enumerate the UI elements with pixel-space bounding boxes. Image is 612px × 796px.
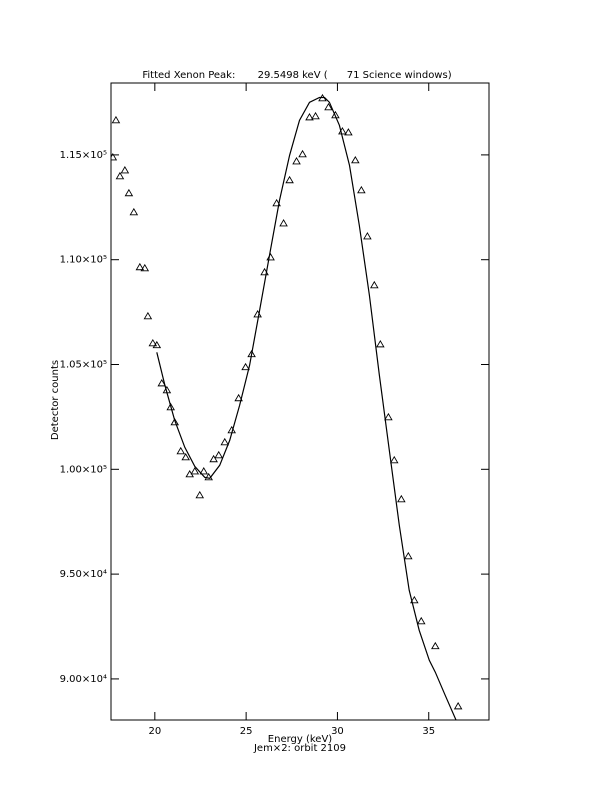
data-point bbox=[181, 452, 190, 461]
y-tick-label: 1.10×10⁵ bbox=[60, 255, 107, 266]
y-tick-label: 1.15×10⁵ bbox=[60, 150, 107, 161]
y-tick-label: 9.00×10⁴ bbox=[60, 674, 107, 685]
fit-line bbox=[156, 96, 457, 720]
data-point bbox=[453, 701, 463, 710]
data-point bbox=[170, 417, 180, 426]
x-tick-label: 25 bbox=[240, 726, 253, 737]
data-point bbox=[120, 166, 130, 174]
data-point bbox=[148, 338, 158, 347]
data-point bbox=[209, 454, 218, 463]
data-point bbox=[272, 198, 281, 207]
x-axis-label: Energy (keV) bbox=[268, 734, 333, 745]
data-point bbox=[416, 616, 426, 625]
data-point bbox=[363, 232, 372, 240]
data-point bbox=[152, 340, 162, 349]
x-tick-label: 30 bbox=[331, 726, 344, 737]
plot-area bbox=[111, 93, 463, 720]
subtitle: Jem×2: orbit 2109 bbox=[253, 743, 346, 754]
data-point bbox=[285, 175, 294, 184]
data-point bbox=[166, 402, 175, 411]
data-point bbox=[370, 280, 379, 289]
data-point bbox=[376, 339, 385, 348]
data-point bbox=[111, 115, 121, 124]
data-point bbox=[220, 437, 230, 446]
plot-frame bbox=[110, 82, 490, 721]
data-point bbox=[389, 455, 399, 464]
data-point bbox=[431, 641, 440, 650]
data-point bbox=[143, 311, 153, 320]
y-tick-label: 1.00×10⁵ bbox=[60, 464, 107, 475]
data-point bbox=[157, 378, 167, 387]
y-tick-label: 1.05×10⁵ bbox=[60, 360, 107, 371]
x-tick-label: 20 bbox=[148, 726, 161, 737]
data-point bbox=[298, 149, 307, 158]
data-point bbox=[129, 207, 139, 216]
data-point bbox=[397, 494, 406, 503]
data-point bbox=[311, 111, 320, 120]
data-point bbox=[305, 112, 314, 121]
y-tick-label: 9.50×10⁴ bbox=[60, 569, 107, 580]
data-point bbox=[384, 412, 393, 421]
x-tick-label: 35 bbox=[422, 726, 435, 737]
data-point bbox=[331, 110, 340, 119]
data-point bbox=[140, 263, 150, 272]
data-point bbox=[357, 185, 366, 194]
y-axis-label: Detector counts bbox=[50, 360, 61, 440]
data-point bbox=[234, 393, 243, 402]
data-point bbox=[115, 171, 125, 180]
data-point bbox=[124, 188, 134, 197]
data-point bbox=[324, 102, 333, 111]
data-point bbox=[410, 595, 419, 604]
chart-title: Fitted Xenon Peak: 29.5498 keV ( 71 Scie… bbox=[142, 70, 451, 81]
data-point bbox=[195, 490, 205, 499]
data-point bbox=[351, 155, 360, 164]
data-point bbox=[404, 551, 413, 560]
data-point bbox=[135, 262, 145, 271]
data-point bbox=[176, 446, 186, 455]
data-point bbox=[190, 467, 200, 475]
data-point bbox=[111, 153, 118, 161]
data-point bbox=[279, 219, 288, 227]
data-point bbox=[214, 450, 224, 459]
data-point bbox=[292, 157, 301, 165]
data-point bbox=[344, 128, 353, 136]
data-point bbox=[241, 362, 250, 371]
data-point bbox=[199, 467, 209, 475]
